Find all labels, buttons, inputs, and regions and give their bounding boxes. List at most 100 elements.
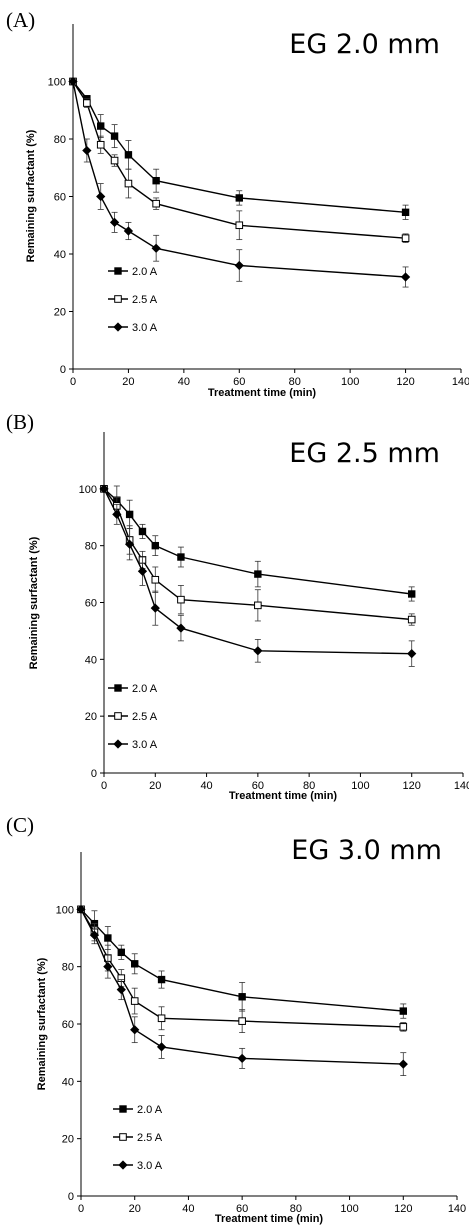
data-point	[110, 156, 119, 165]
data-point	[117, 948, 125, 957]
y-tick-label: 100	[48, 77, 66, 89]
x-tick-label: 40	[200, 780, 212, 792]
data-point	[398, 1059, 408, 1069]
series-3-0-A	[76, 904, 408, 1077]
data-point	[110, 132, 119, 140]
data-point	[177, 595, 185, 604]
y-tick-label: 60	[85, 598, 97, 610]
data-point	[151, 243, 161, 253]
x-tick-label: 60	[233, 376, 245, 388]
data-point	[176, 623, 186, 633]
panel-label: (C)	[6, 813, 34, 837]
x-tick-label: 140	[452, 376, 469, 388]
x-tick-label: 140	[448, 1203, 466, 1215]
series-line	[72, 81, 406, 239]
panel-label: (B)	[6, 410, 34, 434]
chart-title: EG 2.0 mm	[289, 29, 440, 60]
legend: 2.0 A 2.5 A 3.0 A	[108, 683, 158, 751]
y-axis-label: Remaining surfactant (%)	[25, 129, 37, 262]
data-point	[76, 904, 86, 914]
panel-b: (B) EG 2.5 mm Remaining surfactant (%) T…	[0, 402, 469, 810]
y-tick-label: 40	[54, 249, 66, 261]
data-point	[152, 176, 160, 185]
series-2-0-A	[77, 905, 407, 1019]
y-tick-label: 100	[79, 484, 97, 496]
data-point	[254, 601, 262, 610]
legend-marker	[118, 1160, 128, 1170]
x-tick-label: 60	[252, 780, 264, 792]
legend-label: 2.0 A	[132, 683, 158, 695]
data-point	[124, 179, 133, 188]
x-tick-label: 40	[178, 376, 190, 388]
data-point	[235, 194, 243, 202]
legend-marker	[113, 322, 123, 332]
data-point	[156, 1042, 167, 1052]
x-tick-label: 140	[454, 780, 469, 792]
data-point	[125, 510, 134, 519]
panel-c: (C) EG 3.0 mm Remaining surfactant (%) T…	[0, 810, 469, 1227]
y-tick-label: 20	[62, 1134, 74, 1146]
data-point	[254, 570, 262, 578]
y-tick-label: 80	[62, 962, 74, 974]
data-point	[151, 575, 160, 584]
data-point	[123, 226, 134, 236]
series-2-5-A	[69, 77, 410, 243]
data-point	[401, 234, 410, 242]
x-tick-label: 40	[182, 1203, 194, 1215]
data-point	[177, 553, 185, 561]
data-point	[82, 145, 92, 156]
series-3-0-A	[68, 76, 411, 288]
chart-svg: (B) EG 2.5 mm Remaining surfactant (%) T…	[6, 410, 469, 802]
x-tick-label: 120	[394, 1203, 412, 1215]
data-point	[401, 208, 410, 217]
x-tick-label: 100	[351, 780, 369, 792]
data-point	[130, 1025, 140, 1035]
legend-label: 2.5 A	[132, 294, 158, 306]
plot-area: 0 20 40 60 80 100 0 20 40 60 80 100 120 140 2.0 A 2.5 A…	[56, 852, 466, 1215]
legend-label: 2.5 A	[132, 711, 158, 723]
legend-marker	[113, 739, 123, 749]
x-tick-label: 20	[149, 780, 161, 792]
y-tick-label: 0	[68, 1191, 74, 1203]
y-axis-label: Remaining surfactant (%)	[28, 536, 40, 669]
data-point	[400, 272, 411, 282]
data-point	[253, 646, 263, 656]
data-point	[83, 99, 91, 107]
data-point	[137, 566, 148, 576]
data-point	[237, 1053, 247, 1064]
x-tick-label: 80	[289, 376, 301, 388]
legend-marker	[119, 1105, 127, 1113]
y-tick-label: 80	[54, 134, 66, 146]
data-point	[234, 260, 244, 271]
data-point	[68, 76, 78, 87]
series-2-0-A	[69, 77, 410, 220]
chart-title: EG 3.0 mm	[291, 835, 442, 866]
series-line	[80, 908, 404, 1065]
series-line	[103, 488, 412, 621]
data-point	[125, 539, 135, 549]
data-point	[407, 615, 416, 624]
legend-marker	[114, 295, 122, 303]
legend-label: 3.0 A	[137, 1160, 163, 1172]
data-point	[235, 221, 244, 230]
series-2-5-A	[77, 905, 408, 1034]
series-2-5-A	[100, 485, 416, 626]
panel-label: (A)	[6, 8, 35, 32]
x-tick-label: 0	[78, 1203, 84, 1215]
data-point	[124, 151, 133, 159]
data-point	[130, 997, 139, 1005]
data-point	[109, 217, 120, 227]
y-tick-label: 0	[91, 768, 97, 780]
data-point	[238, 993, 246, 1001]
data-point	[89, 930, 100, 940]
series-line	[103, 488, 412, 655]
legend-label: 2.5 A	[137, 1132, 163, 1144]
data-point	[131, 960, 139, 968]
legend: 2.0 A 2.5 A 3.0 A	[108, 266, 158, 334]
x-tick-label: 120	[403, 780, 421, 792]
data-point	[157, 1014, 166, 1023]
plot-area: 0 20 40 60 80 100 0 20 40 60 80 100 120 140 2.0 A 2.5 A…	[79, 432, 469, 792]
legend-marker	[119, 1133, 127, 1141]
chart-svg: (A) EG 2.0 mm Remaining surfactant (%) T…	[6, 8, 469, 399]
series-2-0-A	[100, 485, 416, 602]
